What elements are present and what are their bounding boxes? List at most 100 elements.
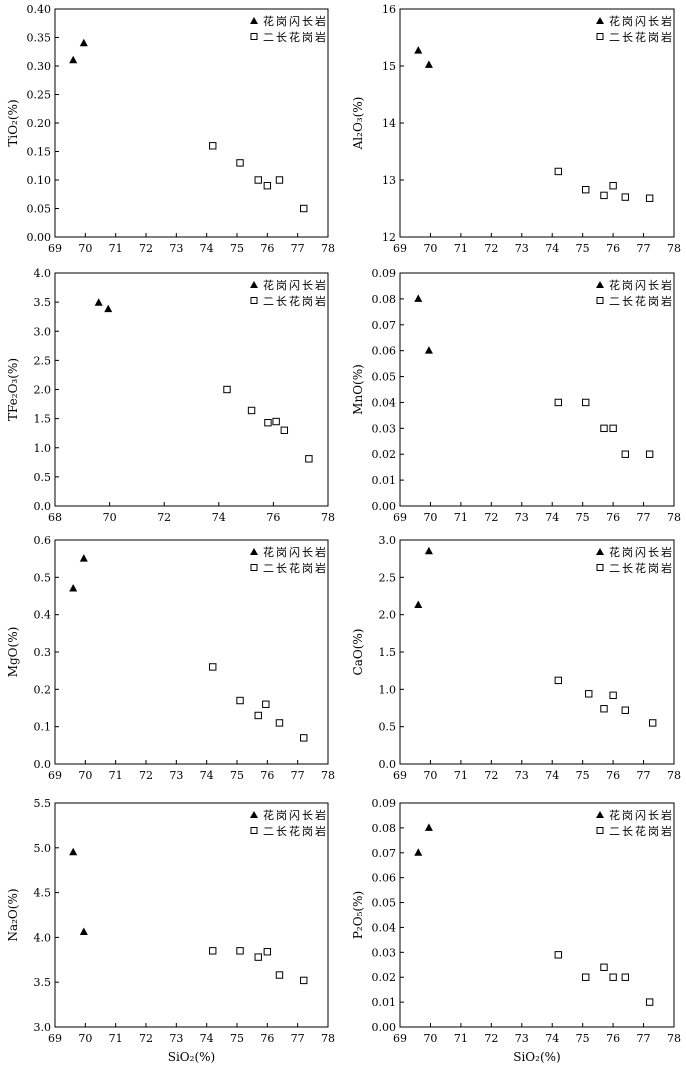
- monzogranite-point: [236, 947, 244, 955]
- legend-triangle-icon: [250, 281, 258, 288]
- y-axis-label: P₂O₅(%): [351, 891, 365, 939]
- y-tick-label: 0.5: [34, 571, 52, 584]
- granodiorite-point: [424, 823, 433, 831]
- monzogranite-point: [275, 719, 284, 727]
- x-tick-label: 77: [637, 242, 651, 255]
- x-tick-label: 77: [637, 769, 651, 782]
- chart-panel-2: 69 70 71 72 73 74 75 76 77 78 12 13 14 15 16 Al₂O₃(%) 花岗…: [351, 3, 681, 255]
- y-tick-label: 0.05: [372, 371, 397, 384]
- x-tick-label: 73: [169, 242, 183, 255]
- y-tick-label: 0.06: [372, 872, 397, 885]
- legend-label-granodiorite: 花岗闪长岩: [609, 545, 674, 559]
- y-axis-label: MnO(%): [351, 364, 365, 415]
- monzogranite-point: [645, 998, 654, 1006]
- y-tick-label: 0.06: [372, 345, 397, 358]
- y-tick-label: 1.5: [34, 413, 52, 426]
- x-tick-label: 76: [260, 1032, 274, 1045]
- x-tick-label: 76: [606, 769, 620, 782]
- x-tick-label: 74: [212, 511, 226, 524]
- legend-square-icon: [596, 33, 604, 40]
- legend-label-granodiorite: 花岗闪长岩: [609, 278, 674, 292]
- monzogranite-point: [621, 450, 629, 458]
- x-tick-label: 70: [78, 769, 92, 782]
- y-tick-label: 0.40: [27, 3, 52, 16]
- x-tick-label: 77: [291, 769, 305, 782]
- x-tick-label: 76: [266, 511, 280, 524]
- y-tick-label: 0.04: [372, 396, 397, 409]
- y-tick-label: 0.01: [372, 996, 397, 1009]
- monzogranite-point: [645, 450, 654, 458]
- x-tick-label: 75: [230, 769, 244, 782]
- monzogranite-point: [209, 663, 217, 671]
- monzogranite-point: [582, 973, 590, 981]
- x-tick-label: 73: [515, 511, 529, 524]
- chart-panel-6: 69 70 71 72 73 74 75 76 77 78 0.0 0.5 1.0 1.5 2.0 2.5 3.…: [351, 534, 681, 782]
- y-tick-label: 15: [382, 60, 396, 73]
- x-tick-label: 77: [291, 242, 305, 255]
- legend-square-icon: [250, 297, 258, 304]
- x-tick-label: 74: [200, 242, 214, 255]
- x-tick-label: 75: [230, 242, 244, 255]
- chart-panel-5: 69 70 71 72 73 74 75 76 77 78 0.0 0.1 0.2 0.3 0.4 0.5 0.…: [6, 534, 335, 782]
- granodiorite-point: [69, 55, 78, 64]
- y-tick-label: 0.6: [34, 534, 52, 547]
- x-tick-label: 74: [200, 1032, 214, 1045]
- y-tick-label: 0.08: [372, 822, 397, 835]
- monzogranite-point: [554, 951, 563, 959]
- granodiorite-point: [69, 584, 78, 592]
- x-tick-label: 70: [423, 242, 437, 255]
- x-tick-label: 78: [321, 511, 335, 524]
- x-tick-label: 74: [200, 769, 214, 782]
- granodiorite-point: [94, 298, 103, 306]
- x-tick-label: 78: [667, 511, 681, 524]
- y-tick-label: 0.07: [372, 847, 397, 860]
- granodiorite-point: [414, 46, 423, 54]
- y-tick-label: 2.5: [34, 354, 52, 367]
- monzogranite-point: [621, 193, 629, 201]
- plot-frame: [399, 272, 675, 507]
- x-tick-label: 69: [48, 1032, 62, 1045]
- y-tick-label: 0.05: [27, 203, 52, 216]
- x-tick-label: 78: [321, 769, 335, 782]
- y-tick-label: 1.0: [379, 683, 397, 696]
- x-tick-label: 72: [484, 769, 498, 782]
- x-tick-label: 70: [78, 1032, 92, 1045]
- legend-label-granodiorite: 花岗闪长岩: [263, 545, 328, 559]
- x-tick-label: 72: [484, 1032, 498, 1045]
- x-tick-label: 73: [515, 1032, 529, 1045]
- y-tick-label: 0.5: [34, 471, 52, 484]
- x-tick-label: 69: [393, 242, 407, 255]
- y-tick-label: 4.0: [34, 931, 52, 944]
- x-tick-label: 72: [484, 242, 498, 255]
- x-tick-label: 77: [637, 1032, 651, 1045]
- x-tick-label: 69: [48, 242, 62, 255]
- legend-square-icon: [596, 564, 604, 571]
- x-tick-label: 72: [139, 1032, 153, 1045]
- x-tick-label: 76: [606, 242, 620, 255]
- granodiorite-point: [79, 38, 88, 47]
- x-tick-label: 73: [169, 769, 183, 782]
- y-tick-label: 4.0: [34, 267, 52, 280]
- x-tick-label: 77: [291, 1032, 305, 1045]
- y-tick-label: 3.0: [34, 325, 52, 338]
- legend-label-monzogranite: 二长花岗岩: [609, 824, 674, 838]
- y-axis-label: MgO(%): [6, 627, 20, 678]
- x-tick-label: 75: [230, 1032, 244, 1045]
- monzogranite-point: [272, 417, 280, 426]
- plot-frame: [399, 802, 675, 1028]
- granodiorite-point: [79, 927, 88, 936]
- y-tick-label: 2.5: [379, 571, 397, 584]
- monzogranite-point: [300, 734, 308, 742]
- chart-panel-1: 69 70 71 72 73 74 75 76 77 78 0.00 0.05 0.10 0.15 0.20…: [6, 3, 335, 255]
- y-tick-label: 0.04: [372, 921, 397, 934]
- granodiorite-point: [424, 60, 433, 68]
- y-tick-label: 0.00: [372, 1021, 397, 1034]
- y-tick-label: 0.09: [372, 797, 397, 810]
- monzogranite-point: [263, 182, 272, 190]
- monzogranite-point: [300, 976, 308, 985]
- y-tick-label: 0.3: [34, 646, 52, 659]
- legend-triangle-icon: [250, 811, 258, 818]
- y-tick-label: 3.5: [34, 296, 52, 309]
- x-tick-label: 71: [454, 1032, 468, 1045]
